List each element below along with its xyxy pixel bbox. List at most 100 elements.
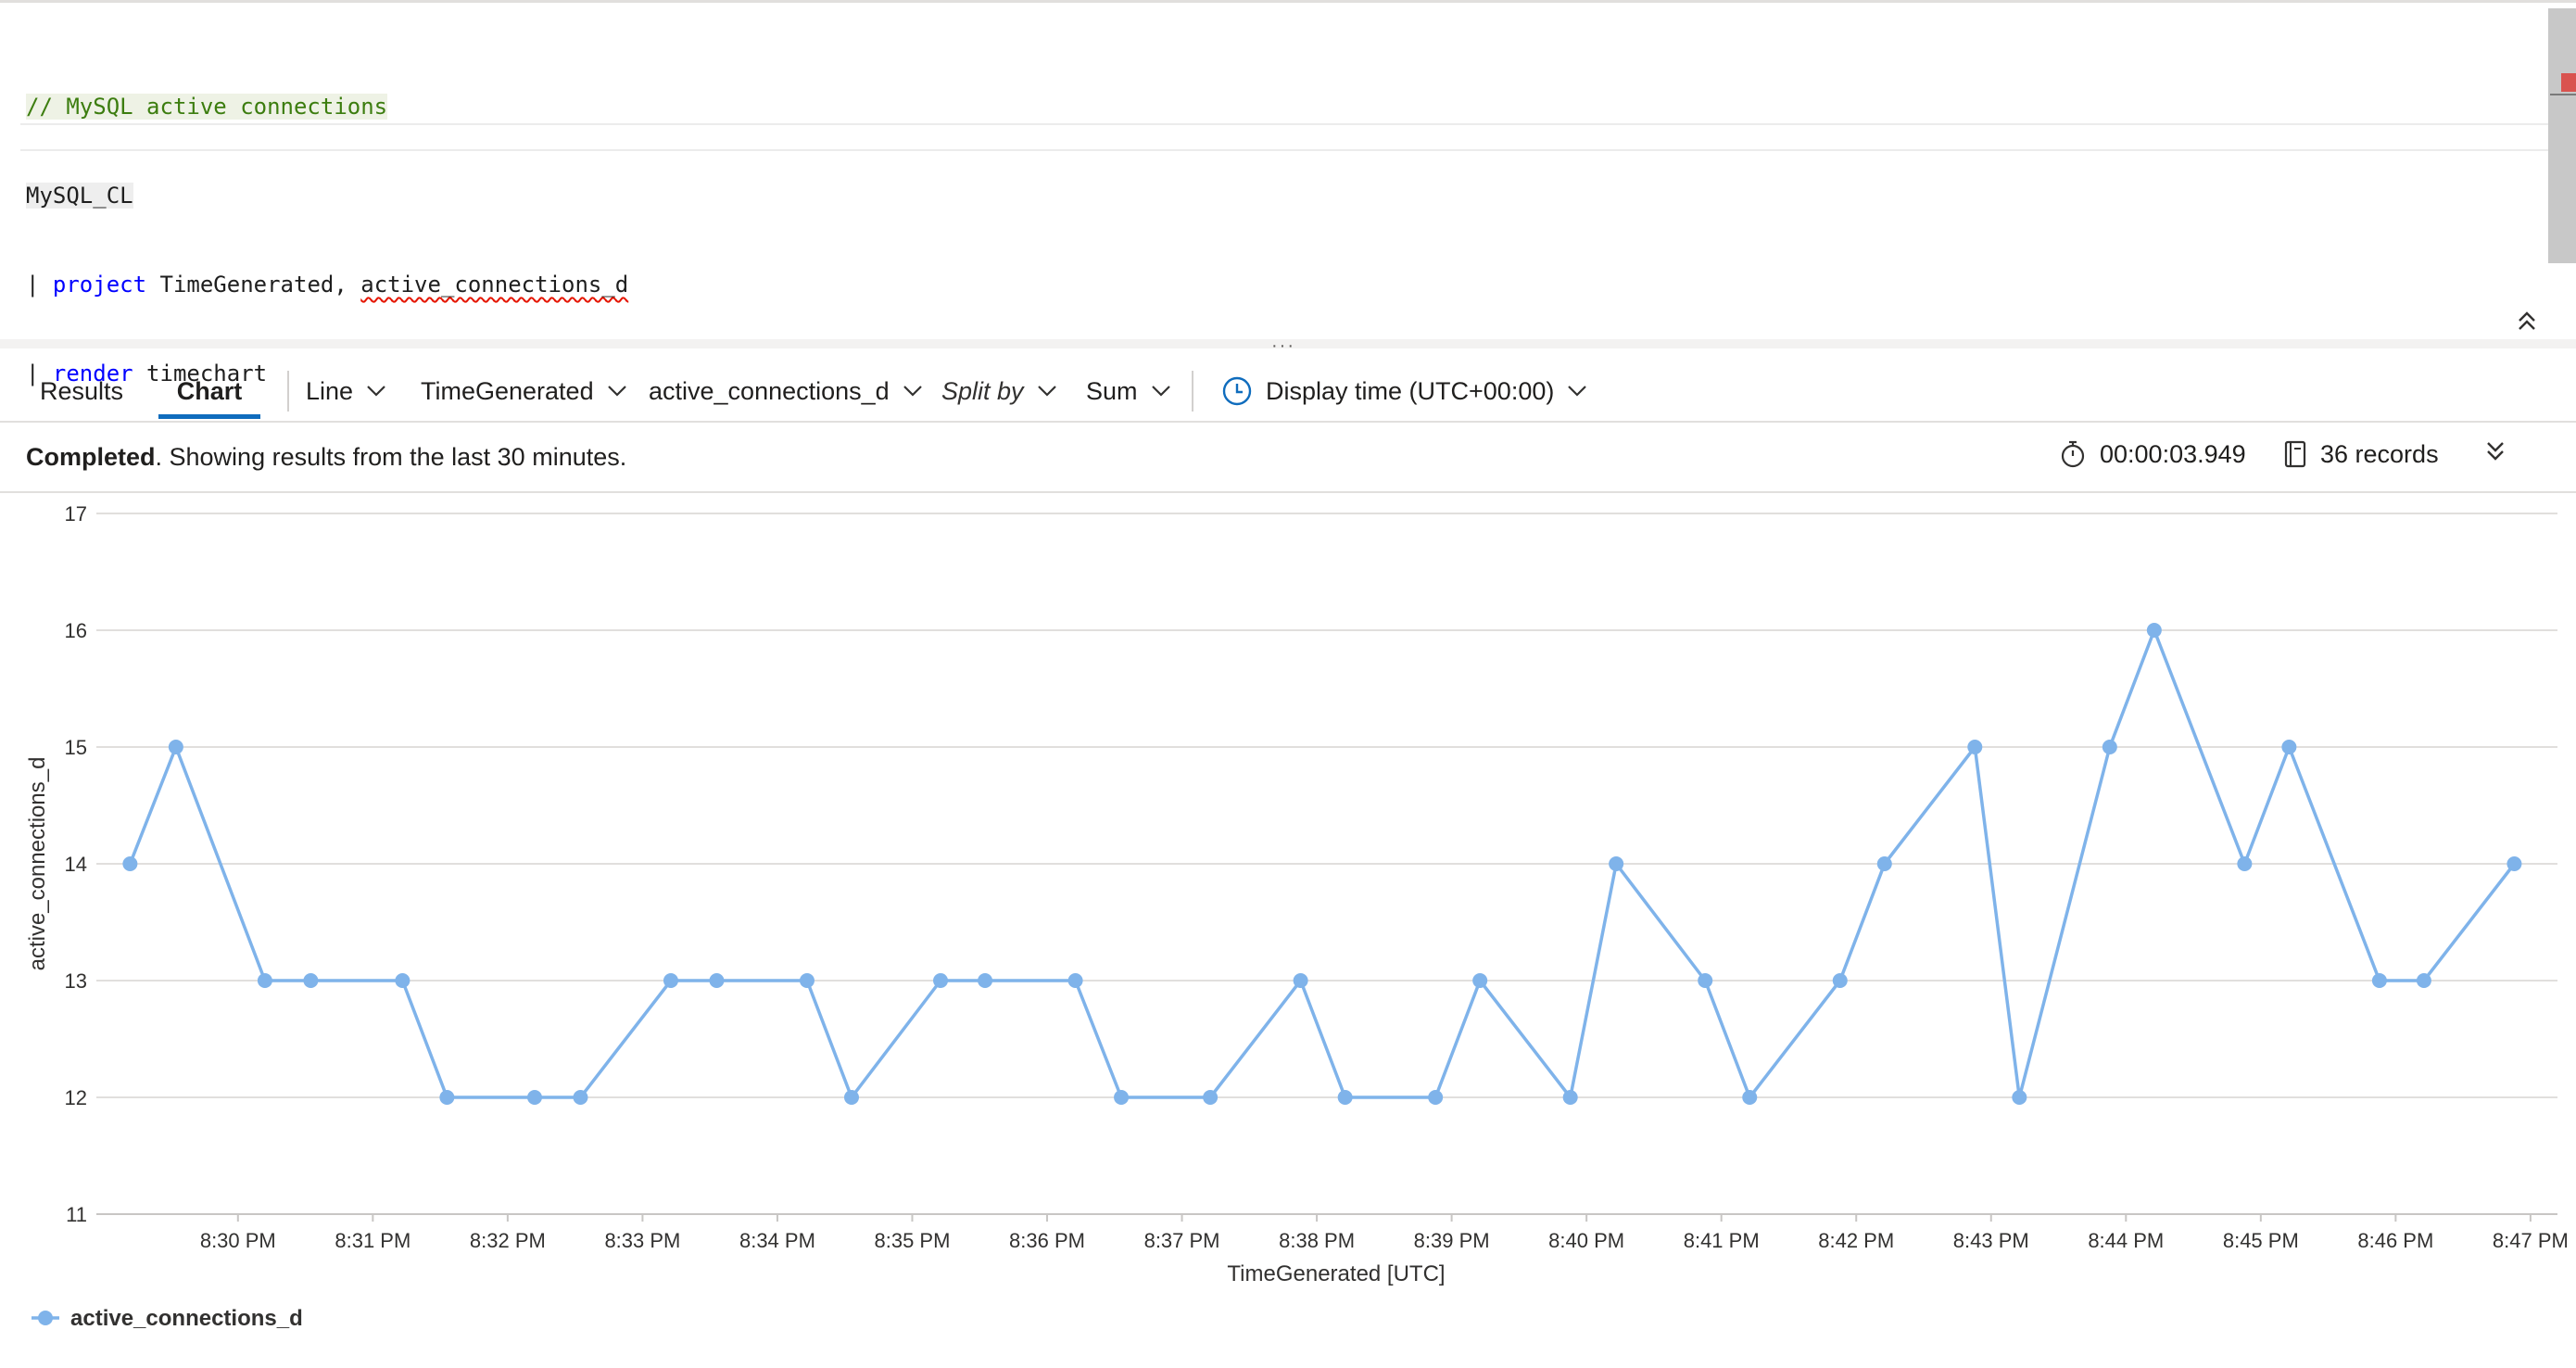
data-point[interactable] — [122, 856, 138, 871]
query-status-bar: Completed. Showing results from the last… — [0, 423, 2576, 493]
chevron-down-icon — [1568, 386, 1587, 397]
data-point[interactable] — [1428, 1090, 1444, 1105]
data-point[interactable] — [1876, 856, 1892, 871]
x-tick-label: 8:37 PM — [1144, 1229, 1220, 1252]
data-point[interactable] — [2237, 856, 2253, 871]
y-tick-label: 11 — [66, 1203, 87, 1226]
data-point[interactable] — [2146, 623, 2162, 638]
collapse-editor-button[interactable] — [2511, 305, 2543, 336]
code-line-4: | render timechart — [26, 359, 628, 388]
y-tick-label: 12 — [65, 1086, 87, 1109]
data-point[interactable] — [1472, 973, 1488, 988]
query-duration: 00:00:03.949 — [2059, 439, 2246, 469]
toolbar-divider — [287, 371, 289, 412]
display-time-label: Display time (UTC+00:00) — [1266, 376, 1555, 405]
chart-type-label: Line — [306, 376, 354, 405]
records-icon — [2284, 440, 2306, 468]
data-point[interactable] — [1832, 973, 1848, 988]
query-table: MySQL_CL — [26, 183, 133, 209]
project-args: TimeGenerated, — [146, 272, 361, 298]
data-point[interactable] — [2012, 1090, 2027, 1105]
data-point[interactable] — [2281, 740, 2297, 754]
scrollbar-cursor-marker — [2550, 94, 2576, 95]
query-code[interactable]: // MySQL active connections MySQL_CL | p… — [26, 32, 628, 448]
code-line-1: // MySQL active connections — [26, 92, 628, 121]
data-point[interactable] — [1114, 1090, 1130, 1105]
x-tick-label: 8:39 PM — [1414, 1229, 1490, 1252]
splitter-grip-icon[interactable]: ··· — [1271, 336, 1295, 356]
record-count: 36 records — [2283, 439, 2439, 469]
display-time-dropdown[interactable]: Display time (UTC+00:00) — [1221, 352, 1587, 421]
data-point[interactable] — [257, 973, 272, 988]
keyword-render: render — [52, 361, 133, 386]
data-point[interactable] — [1609, 856, 1624, 871]
expand-status-button[interactable] — [2485, 439, 2506, 463]
data-point[interactable] — [1067, 973, 1083, 988]
code-line-3: | project TimeGenerated, active_connecti… — [26, 270, 628, 299]
x-tick-label: 8:42 PM — [1818, 1229, 1894, 1252]
data-point[interactable] — [1698, 973, 1713, 988]
y-tick-label: 13 — [65, 969, 87, 993]
y-tick-label: 15 — [65, 736, 87, 759]
editor-scrollbar[interactable] — [2548, 8, 2576, 263]
tab-results[interactable]: Results — [40, 377, 124, 405]
chart-type-dropdown[interactable]: Line — [306, 352, 386, 421]
x-tick-label: 8:43 PM — [1953, 1229, 2029, 1252]
line-chart[interactable]: 11 12 13 14 15 16 17 8:30 PM 8:31 PM 8:32 PM 8:33 … — [0, 493, 2576, 1368]
y-column-dropdown[interactable]: active_connections_d — [649, 352, 923, 421]
data-point[interactable] — [2416, 973, 2431, 988]
data-point[interactable] — [303, 973, 319, 988]
data-point[interactable] — [1203, 1090, 1219, 1105]
data-point[interactable] — [663, 973, 678, 988]
data-point[interactable] — [1742, 1090, 1758, 1105]
x-tick-label: 8:45 PM — [2223, 1229, 2299, 1252]
data-point[interactable] — [439, 1090, 455, 1105]
double-chevron-up-icon — [2519, 311, 2535, 330]
x-tick-label: 8:46 PM — [2357, 1229, 2433, 1252]
data-point[interactable] — [1967, 740, 1983, 754]
data-point[interactable] — [709, 973, 725, 988]
x-tick-label: 8:38 PM — [1279, 1229, 1355, 1252]
project-column-error: active_connections_d — [360, 272, 629, 298]
data-point[interactable] — [843, 1090, 859, 1105]
legend-label[interactable]: active_connections_d — [70, 1306, 303, 1331]
data-point[interactable] — [395, 973, 410, 988]
tab-chart[interactable]: Chart — [158, 352, 260, 421]
x-tick-label: 8:34 PM — [739, 1229, 815, 1252]
status-message: Completed. Showing results from the last… — [26, 443, 626, 472]
data-point[interactable] — [1562, 1090, 1578, 1105]
x-tick-label: 8:32 PM — [470, 1229, 546, 1252]
query-pipe: | — [26, 272, 53, 298]
editor-results-splitter[interactable] — [0, 339, 2576, 348]
chart-panel: 11 12 13 14 15 16 17 8:30 PM 8:31 PM 8:32 PM 8:33 … — [0, 493, 2576, 1368]
x-tick-label: 8:36 PM — [1009, 1229, 1085, 1252]
data-point[interactable] — [1337, 1090, 1353, 1105]
legend-marker-icon — [38, 1311, 53, 1325]
x-tick-label: 8:31 PM — [335, 1229, 410, 1252]
render-arg: timechart — [133, 361, 268, 386]
chevron-down-icon — [1151, 386, 1170, 397]
data-point[interactable] — [933, 973, 949, 988]
data-point[interactable] — [1293, 973, 1308, 988]
x-column-dropdown[interactable]: TimeGenerated — [421, 352, 627, 421]
x-tick-label: 8:41 PM — [1684, 1229, 1760, 1252]
status-state: Completed — [26, 443, 156, 471]
status-detail: . Showing results from the last 30 minut… — [155, 443, 627, 471]
split-by-dropdown[interactable]: Split by — [941, 352, 1057, 421]
data-point[interactable] — [799, 973, 814, 988]
x-tick-label: 8:33 PM — [604, 1229, 680, 1252]
data-point[interactable] — [2102, 740, 2117, 754]
data-point[interactable] — [168, 740, 183, 754]
data-point[interactable] — [978, 973, 993, 988]
aggregation-dropdown[interactable]: Sum — [1086, 352, 1171, 421]
data-point[interactable] — [526, 1090, 542, 1105]
data-point[interactable] — [2371, 973, 2387, 988]
stopwatch-icon — [2061, 440, 2085, 468]
query-pipe: | — [26, 361, 53, 386]
data-point[interactable] — [573, 1090, 588, 1105]
data-point[interactable] — [2507, 856, 2522, 871]
query-comment: // MySQL active connections — [26, 94, 388, 120]
results-toolbar: Results Chart Line TimeGenerated active_… — [0, 352, 2576, 423]
query-editor[interactable]: // MySQL active connections MySQL_CL | p… — [0, 0, 2576, 386]
code-line-2: MySQL_CL — [26, 181, 628, 210]
